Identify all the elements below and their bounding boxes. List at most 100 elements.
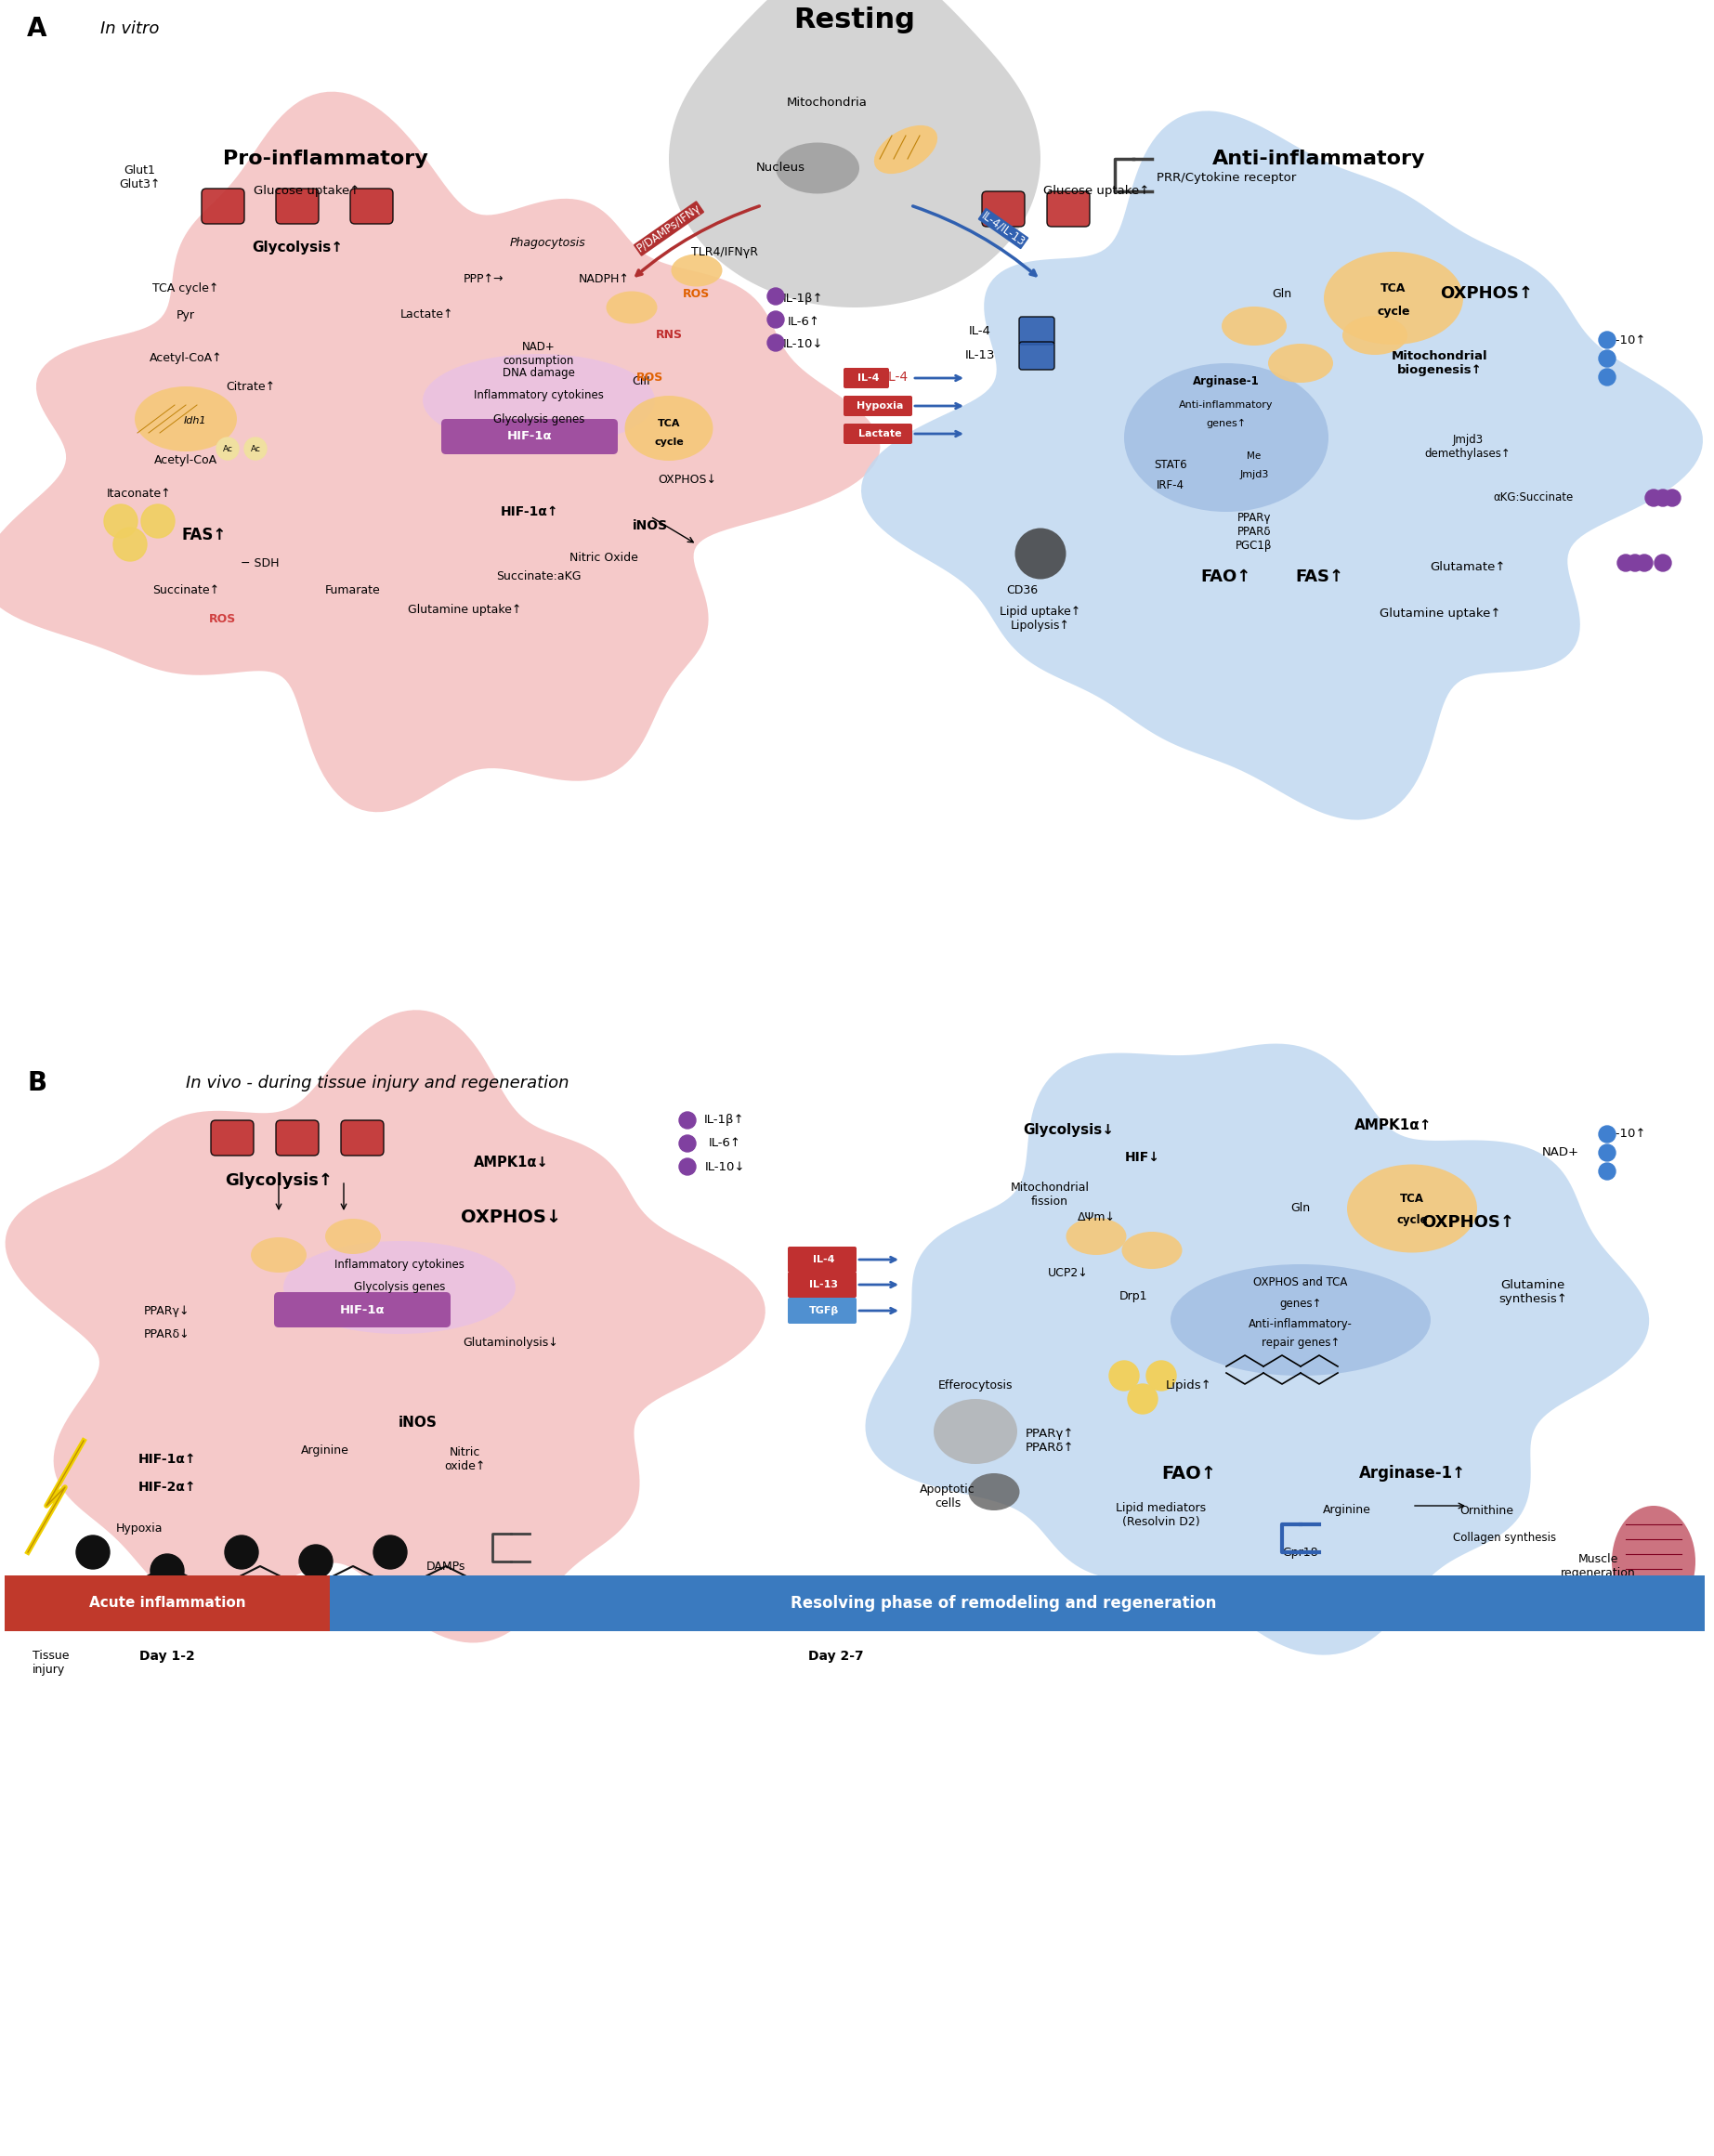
Text: Day 1-2: Day 1-2 [139,1649,195,1662]
Circle shape [216,438,238,459]
Text: Day 2-7: Day 2-7 [809,1649,864,1662]
Ellipse shape [874,125,938,175]
Text: Succinate↑: Succinate↑ [153,584,219,597]
Ellipse shape [1222,306,1287,345]
Text: − SDH: − SDH [242,556,279,569]
Text: Glutamine uptake↑: Glutamine uptake↑ [408,604,521,614]
Text: Itaconate↑: Itaconate↑ [106,487,171,500]
Polygon shape [866,1044,1649,1656]
FancyBboxPatch shape [843,369,890,388]
Text: Efferocytosis: Efferocytosis [938,1380,1013,1391]
Text: Me: Me [1248,451,1262,461]
Text: CIII: CIII [632,375,650,388]
Ellipse shape [1323,252,1464,345]
Text: Glucose uptake↑: Glucose uptake↑ [254,185,360,198]
Text: Glycolysis↑: Glycolysis↑ [252,239,343,254]
Text: Lipids↑: Lipids↑ [1166,1380,1212,1391]
Text: Glutamine
synthesis↑: Glutamine synthesis↑ [1498,1279,1567,1304]
FancyBboxPatch shape [341,1121,384,1156]
Text: PPARγ↑
PPARδ↑: PPARγ↑ PPARδ↑ [1025,1427,1075,1453]
Circle shape [105,505,137,537]
Circle shape [679,1158,696,1175]
Text: Acute inflammation: Acute inflammation [89,1595,245,1611]
Ellipse shape [1611,1505,1695,1617]
Ellipse shape [1342,315,1407,356]
Text: Lipid mediators
(Resolvin D2): Lipid mediators (Resolvin D2) [1116,1503,1207,1529]
Text: NAD+
consumption: NAD+ consumption [504,341,574,367]
FancyBboxPatch shape [276,188,319,224]
FancyBboxPatch shape [1047,192,1090,226]
Text: Lipid uptake↑
Lipolysis↑: Lipid uptake↑ Lipolysis↑ [999,606,1082,632]
Text: OXPHOS and TCA: OXPHOS and TCA [1253,1276,1347,1289]
Circle shape [1645,489,1663,507]
Text: FAO↑: FAO↑ [1202,569,1251,584]
Text: ROS: ROS [209,612,237,625]
Text: TCA: TCA [1400,1192,1424,1205]
Text: TLR4/IFNγR: TLR4/IFNγR [691,246,758,259]
Text: HIF-2α↑: HIF-2α↑ [139,1481,195,1494]
Text: Phagocytosis: Phagocytosis [511,237,586,248]
Text: B: B [27,1069,46,1095]
Circle shape [1128,1384,1157,1414]
Text: ROS: ROS [636,371,663,384]
Text: TCA cycle↑: TCA cycle↑ [153,282,219,295]
Ellipse shape [1066,1218,1126,1255]
Text: Hypoxia: Hypoxia [857,401,903,410]
Text: Resting: Resting [794,6,915,32]
Text: PPARγ
PPARδ
PGC1β: PPARγ PPARδ PGC1β [1236,511,1272,552]
Text: Pyr: Pyr [177,308,195,321]
Circle shape [113,528,147,561]
FancyBboxPatch shape [274,1291,451,1328]
Text: Anti-inflammatory-: Anti-inflammatory- [1248,1317,1352,1330]
FancyBboxPatch shape [1020,317,1054,345]
Text: OXPHOS↓: OXPHOS↓ [658,474,716,485]
Polygon shape [668,0,1040,308]
Text: Mitochondrial
fission: Mitochondrial fission [1010,1181,1090,1207]
Text: TGFβ: TGFβ [809,1307,838,1315]
Text: PRR/Cytokine receptor: PRR/Cytokine receptor [1157,170,1296,183]
Circle shape [1664,489,1680,507]
Text: HIF-1α↑: HIF-1α↑ [500,505,559,517]
Text: IL-10↑: IL-10↑ [1606,334,1645,345]
Circle shape [1109,1360,1138,1391]
Text: Acetyl-CoA↑: Acetyl-CoA↑ [149,354,223,364]
Text: Acetyl-CoA: Acetyl-CoA [154,455,218,468]
Text: IL-1β↑: IL-1β↑ [783,293,824,304]
Ellipse shape [1124,362,1328,511]
Text: TCA: TCA [658,418,680,429]
Text: Resolving phase of remodeling and regeneration: Resolving phase of remodeling and regene… [790,1595,1217,1613]
Ellipse shape [672,254,722,287]
Circle shape [1599,349,1616,367]
Text: Lactate↑: Lactate↑ [401,308,454,321]
Text: Ornithine: Ornithine [1459,1505,1513,1516]
Text: Glutamate↑: Glutamate↑ [1429,561,1505,573]
Circle shape [151,1554,183,1587]
Text: HIF-1α: HIF-1α [339,1304,386,1315]
Polygon shape [5,1009,766,1643]
Ellipse shape [423,354,655,446]
FancyBboxPatch shape [788,1246,857,1272]
Text: cycle: cycle [1397,1214,1428,1227]
Text: HIF-1α: HIF-1α [507,431,552,442]
Text: HIF-1α↑: HIF-1α↑ [139,1453,195,1466]
Text: NAD+: NAD+ [1543,1147,1579,1158]
Text: IL-4: IL-4 [857,373,879,384]
Text: IL-4: IL-4 [968,326,991,336]
Text: Fumarate: Fumarate [326,584,381,597]
Text: IL-1β↑: IL-1β↑ [704,1115,746,1125]
Circle shape [300,1546,333,1578]
Text: OXPHOS↑: OXPHOS↑ [1421,1214,1513,1231]
Ellipse shape [1121,1231,1183,1270]
Text: IL-10↓: IL-10↓ [783,338,824,351]
Text: PPARδ↓: PPARδ↓ [144,1328,190,1339]
Text: IL-13: IL-13 [809,1281,838,1289]
Text: OXPHOS↓: OXPHOS↓ [461,1210,560,1227]
Text: Arginine: Arginine [302,1445,350,1455]
Text: IL-13: IL-13 [965,349,996,362]
Ellipse shape [326,1218,381,1255]
Ellipse shape [1171,1263,1431,1376]
Circle shape [225,1535,259,1570]
Circle shape [1654,554,1671,571]
Text: Pro-inflammatory: Pro-inflammatory [223,149,428,168]
Ellipse shape [1268,343,1333,384]
